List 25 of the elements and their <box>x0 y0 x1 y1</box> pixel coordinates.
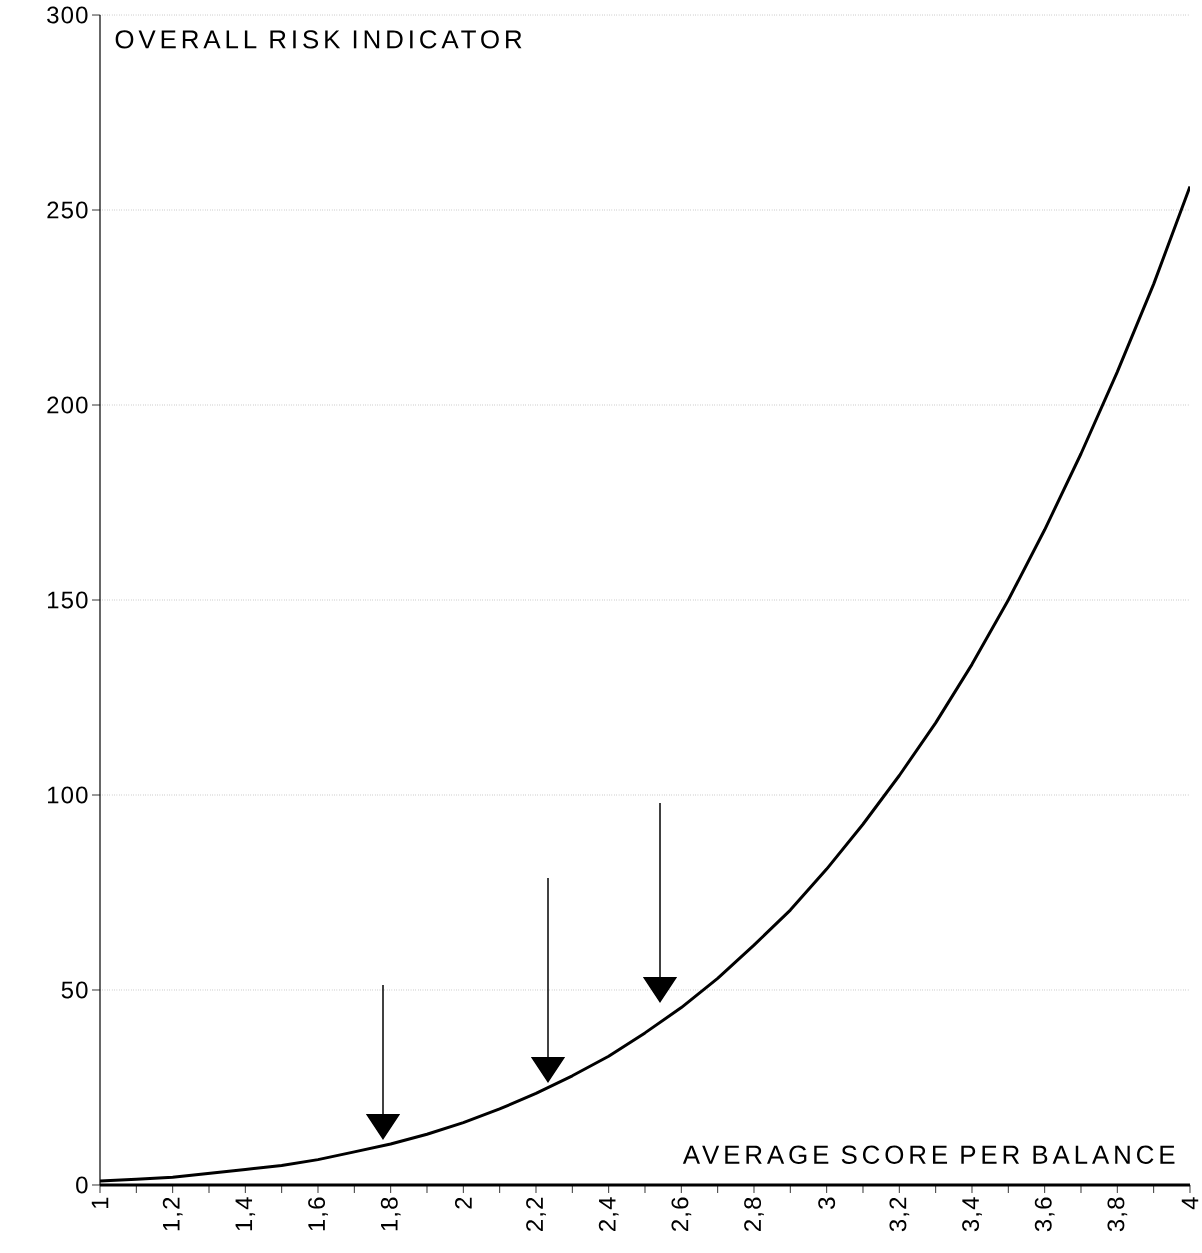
x-tick-label: 3,2 <box>889 1197 910 1232</box>
y-tick-label: 300 <box>47 6 88 24</box>
x-tick-label: 1,4 <box>235 1197 256 1231</box>
x-tick-label: 2,4 <box>599 1197 619 1231</box>
x-axis-title: AVERAGE SCORE PER BALANCE <box>683 1145 1175 1164</box>
y-tick-label: 150 <box>48 591 88 609</box>
x-tick-label: 3,4 <box>962 1197 983 1232</box>
x-tick-label: 4 <box>1181 1197 1199 1210</box>
x-tick-label: 1,2 <box>163 1197 183 1231</box>
x-tick-label: 3,8 <box>1107 1197 1128 1232</box>
x-tick-label: 1,8 <box>381 1197 401 1231</box>
y-tick-label: 50 <box>61 981 88 999</box>
x-tick-label: 1 <box>92 1197 109 1208</box>
x-tick-label: 2,6 <box>671 1197 692 1231</box>
y-tick-label: 200 <box>47 396 88 414</box>
x-tick-label: 2,2 <box>526 1197 547 1231</box>
y-axis-title: OVERALL RISK INDICATOR <box>115 30 522 49</box>
y-tick-label: 100 <box>48 786 88 804</box>
x-tick-label: 1,6 <box>308 1197 329 1231</box>
y-tick-label: 0 <box>76 1176 88 1194</box>
x-tick-label: 2,8 <box>744 1197 765 1231</box>
x-tick-label: 3,6 <box>1035 1197 1055 1232</box>
y-tick-label: 250 <box>47 201 88 219</box>
x-tick-label: 3 <box>818 1197 836 1209</box>
x-tick-label: 2 <box>455 1197 472 1209</box>
